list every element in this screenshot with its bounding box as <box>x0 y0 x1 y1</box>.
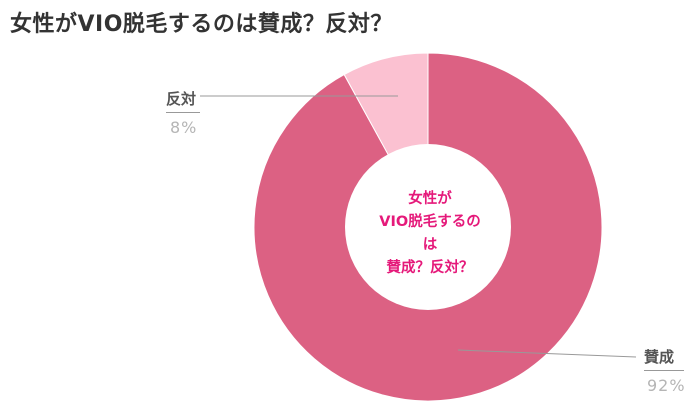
center-label-line: は <box>422 237 438 253</box>
slice-label-sansei: 賛成 <box>644 348 675 366</box>
donut-hole <box>345 144 511 310</box>
slice-label-hantai: 反対 <box>166 90 197 108</box>
center-label-line: VIO脱毛するの <box>379 214 481 230</box>
donut-center-label: 女性が VIO脱毛するの は 賛成？反対？ <box>355 188 505 280</box>
leader-line-sansei <box>457 349 637 358</box>
center-label-line: 賛成？反対？ <box>386 260 474 276</box>
center-label-line: 女性が <box>408 191 452 207</box>
label-underline <box>644 370 684 371</box>
chart-title: 女性がVIO脱毛するのは賛成？反対？ <box>10 12 393 37</box>
label-underline <box>166 112 200 113</box>
slice-value-sansei: 92% <box>647 376 686 395</box>
slice-value-hantai: 8% <box>170 118 198 137</box>
